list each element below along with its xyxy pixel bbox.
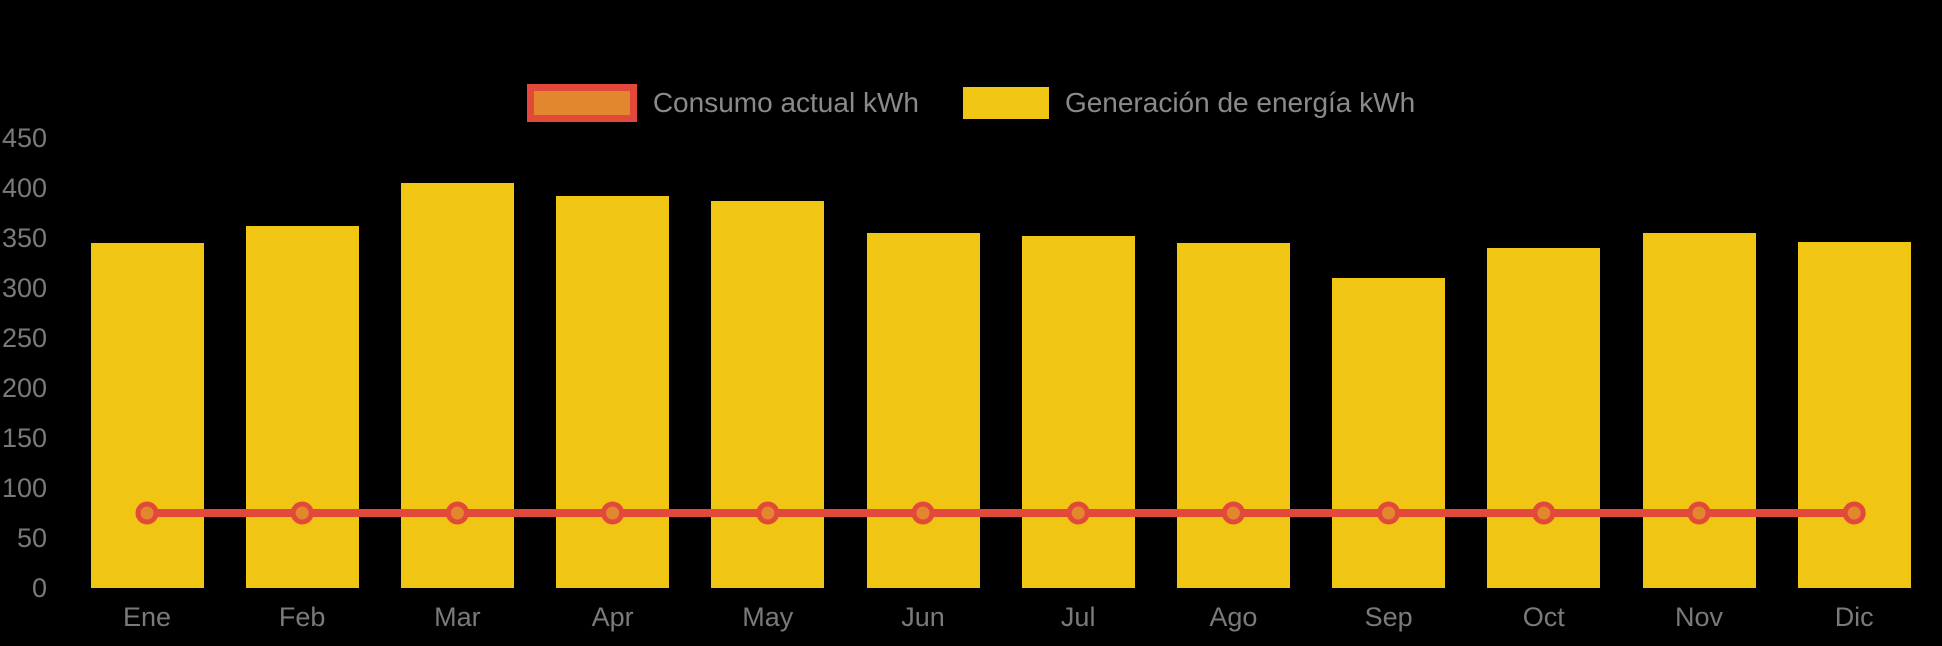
line-point-mar[interactable] <box>445 501 469 525</box>
x-tick-label-nov: Nov <box>1674 602 1723 632</box>
bar-jul[interactable] <box>1021 236 1135 588</box>
bar-feb[interactable] <box>245 226 359 588</box>
bar-oct[interactable] <box>1487 248 1601 588</box>
line-point-jun[interactable] <box>911 501 935 525</box>
line-point-apr[interactable] <box>601 501 625 525</box>
line-point-nov[interactable] <box>1687 501 1711 525</box>
x-tick-label-oct: Oct <box>1522 602 1565 632</box>
x-tick-label-apr: Apr <box>591 602 634 632</box>
bar-ago[interactable] <box>1176 243 1290 588</box>
y-tick-label-300: 300 <box>1 273 47 303</box>
line-point-dic[interactable] <box>1842 501 1866 525</box>
bar-mar[interactable] <box>400 183 514 588</box>
line-point-feb[interactable] <box>290 501 314 525</box>
legend-item-consumo[interactable]: Consumo actual kWh <box>526 84 919 122</box>
bar-nov[interactable] <box>1642 233 1756 588</box>
x-tick-label-jul: Jul <box>1060 602 1096 632</box>
legend: Consumo actual kWh Generación de energía… <box>0 84 1942 122</box>
y-tick-label-350: 350 <box>1 223 47 253</box>
y-tick-label-450: 450 <box>1 123 47 153</box>
x-tick-label-jun: Jun <box>901 602 945 632</box>
x-tick-label-ene: Ene <box>122 602 171 632</box>
y-tick-label-50: 50 <box>16 523 47 553</box>
bar-apr[interactable] <box>556 196 670 588</box>
y-tick-label-100: 100 <box>1 473 47 503</box>
bar-may[interactable] <box>711 201 825 588</box>
y-tick-label-200: 200 <box>1 373 47 403</box>
consumo-line-swatch-icon <box>526 84 637 122</box>
x-tick-label-dic: Dic <box>1834 602 1874 632</box>
y-tick-label-150: 150 <box>1 423 47 453</box>
legend-label-consumo: Consumo actual kWh <box>652 87 919 118</box>
bar-ene[interactable] <box>90 243 204 588</box>
x-tick-label-mar: Mar <box>434 602 481 632</box>
legend-item-generacion[interactable]: Generación de energía kWh <box>962 87 1416 119</box>
x-tick-label-may: May <box>742 602 794 632</box>
y-tick-label-250: 250 <box>1 323 47 353</box>
generacion-bar-swatch-icon <box>962 87 1049 119</box>
y-tick-label-0: 0 <box>31 573 47 603</box>
x-tick-label-ago: Ago <box>1209 602 1258 632</box>
x-tick-label-sep: Sep <box>1364 602 1413 632</box>
bar-sep[interactable] <box>1332 278 1446 588</box>
y-tick-label-400: 400 <box>1 173 47 203</box>
line-point-sep[interactable] <box>1377 501 1401 525</box>
bar-jun[interactable] <box>866 233 980 588</box>
line-point-jul[interactable] <box>1066 501 1090 525</box>
x-tick-label-feb: Feb <box>278 602 326 632</box>
legend-label-generacion: Generación de energía kWh <box>1064 87 1416 118</box>
bar-dic[interactable] <box>1797 242 1911 588</box>
line-point-oct[interactable] <box>1532 501 1556 525</box>
line-point-ene[interactable] <box>135 501 159 525</box>
line-point-ago[interactable] <box>1221 501 1245 525</box>
line-point-may[interactable] <box>756 501 780 525</box>
